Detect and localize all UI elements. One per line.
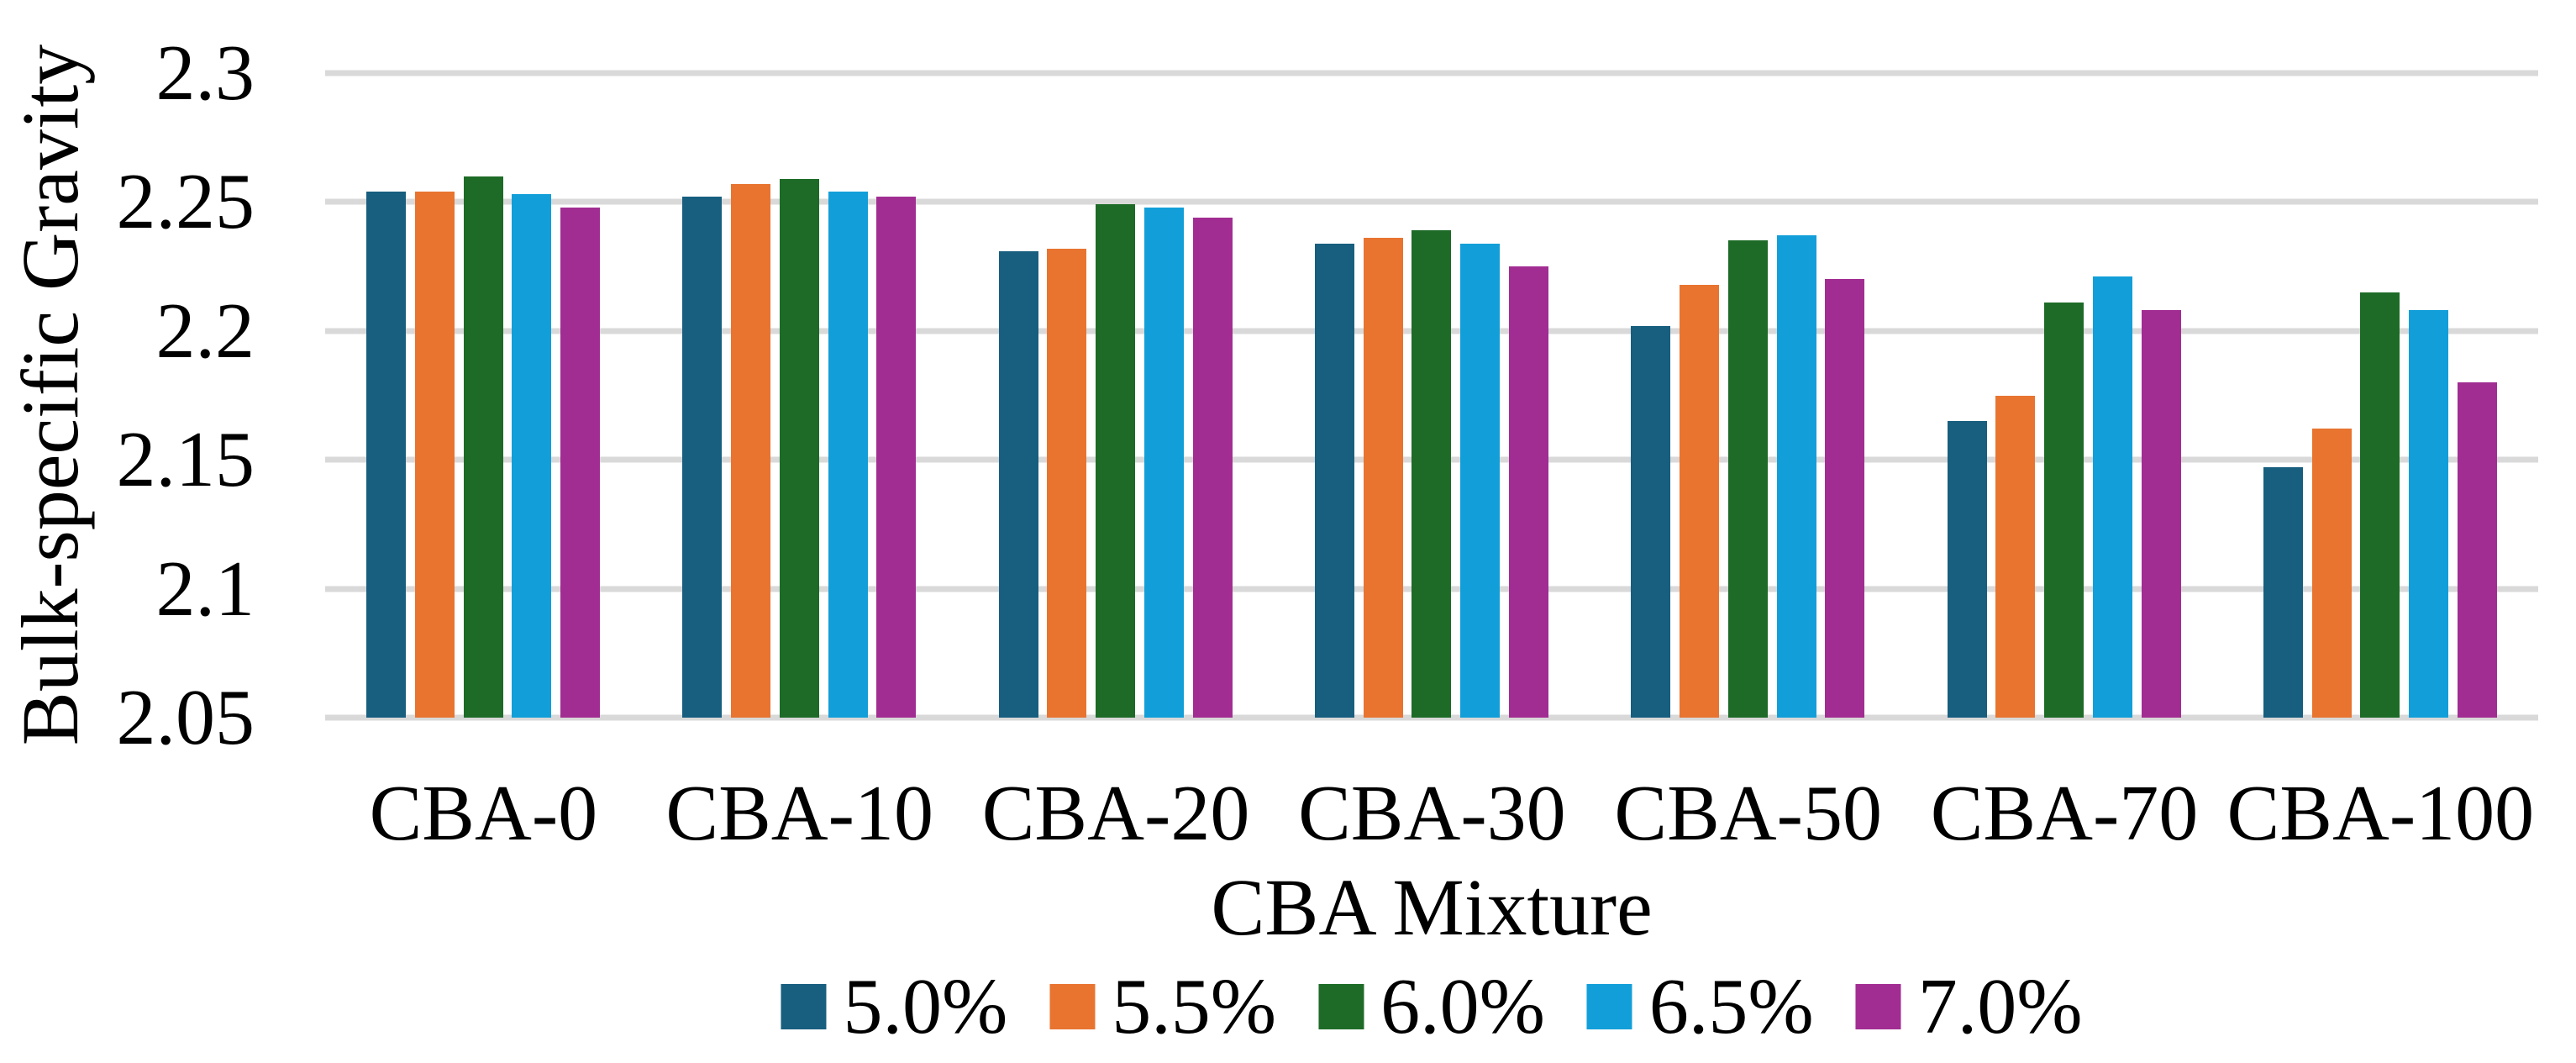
gridline-2.25 xyxy=(325,198,2538,205)
bar-CBA-20-5.5% xyxy=(1047,248,1087,718)
bar-group-CBA-100 xyxy=(2263,292,2497,718)
bar-CBA-70-6.5% xyxy=(2092,276,2132,718)
gridline-2.3 xyxy=(325,70,2538,76)
x-tick-label-CBA-10: CBA-10 xyxy=(665,770,933,857)
bar-CBA-0-5.5% xyxy=(414,192,455,718)
legend-item-7.0%: 7.0% xyxy=(1855,963,2083,1050)
bar-CBA-10-6.5% xyxy=(828,192,868,718)
bar-CBA-70-5.5% xyxy=(1995,395,2036,718)
x-tick-label-CBA-20: CBA-20 xyxy=(981,770,1250,857)
y-tick-label-2.25: 2.25 xyxy=(116,158,255,246)
bar-CBA-50-6.0% xyxy=(1727,240,1768,718)
bar-CBA-0-6.5% xyxy=(512,194,552,718)
legend-swatch-5.0% xyxy=(781,984,827,1029)
bar-CBA-10-5.0% xyxy=(682,197,723,718)
legend-item-6.5%: 6.5% xyxy=(1586,963,1814,1050)
legend-label-5.0%: 5.0% xyxy=(843,963,1008,1050)
bar-CBA-20-7.0% xyxy=(1192,217,1233,718)
bar-CBA-50-5.0% xyxy=(1631,325,1671,718)
bar-CBA-10-7.0% xyxy=(876,197,917,718)
legend-swatch-6.5% xyxy=(1586,984,1632,1029)
plot-area xyxy=(325,70,2538,721)
bar-CBA-30-6.0% xyxy=(1412,230,1452,718)
bar-CBA-0-5.0% xyxy=(366,192,406,718)
bar-group-CBA-20 xyxy=(998,204,1233,718)
legend-item-5.5%: 5.5% xyxy=(1049,967,1276,1046)
bar-CBA-10-6.0% xyxy=(779,178,819,718)
x-tick-label-CBA-100: CBA-100 xyxy=(2226,770,2535,857)
bar-CBA-30-6.5% xyxy=(1460,243,1501,718)
legend-label-7.0%: 7.0% xyxy=(1917,963,2083,1050)
bar-CBA-100-6.5% xyxy=(2409,310,2449,718)
bar-CBA-70-6.0% xyxy=(2044,303,2084,718)
gridline-2.05 xyxy=(325,714,2538,721)
bar-CBA-30-7.0% xyxy=(1508,266,1548,718)
bar-CBA-70-7.0% xyxy=(2141,310,2181,718)
legend: 5.0% 5.5% 6.0% 6.5% 7.0% xyxy=(781,963,2083,1050)
bar-group-CBA-70 xyxy=(1947,276,2181,718)
legend-label-6.5%: 6.5% xyxy=(1648,963,1814,1050)
bar-group-CBA-50 xyxy=(1631,235,1865,718)
bar-CBA-70-5.0% xyxy=(1947,421,1987,718)
y-tick-label-2.2: 2.2 xyxy=(155,287,255,375)
legend-label-5.5%: 5.5% xyxy=(1112,963,1277,1050)
legend-item-5.0%: 5.0% xyxy=(781,967,1007,1046)
bar-CBA-100-5.0% xyxy=(2263,467,2303,718)
legend-swatch-6.0% xyxy=(1318,984,1364,1029)
x-tick-label-CBA-50: CBA-50 xyxy=(1614,770,1882,857)
y-tick-label-2.3: 2.3 xyxy=(155,29,255,117)
y-tick-label-2.1: 2.1 xyxy=(155,545,255,633)
legend-swatch-5.5% xyxy=(1049,984,1096,1029)
bar-group-CBA-30 xyxy=(1314,230,1548,718)
legend-swatch-7.0% xyxy=(1855,984,1901,1029)
x-tick-label-CBA-0: CBA-0 xyxy=(369,770,598,857)
y-axis-title: Bulk-specific Gravity xyxy=(5,44,95,746)
bar-group-CBA-0 xyxy=(366,176,600,718)
bar-CBA-20-6.5% xyxy=(1143,207,1184,718)
bar-CBA-100-6.0% xyxy=(2360,292,2400,718)
bar-CBA-10-5.5% xyxy=(731,183,771,718)
bar-CBA-20-5.0% xyxy=(998,250,1038,718)
x-axis-title: CBA Mixture xyxy=(1211,862,1653,952)
bar-CBA-0-6.0% xyxy=(463,176,503,718)
legend-item-6.0%: 6.0% xyxy=(1318,967,1545,1046)
legend-label-6.0%: 6.0% xyxy=(1380,963,1545,1050)
bar-CBA-100-7.0% xyxy=(2457,382,2497,718)
bar-CBA-0-7.0% xyxy=(560,207,600,718)
y-tick-label-2.05: 2.05 xyxy=(116,674,255,761)
bar-CBA-20-6.0% xyxy=(1096,204,1136,718)
bar-group-CBA-10 xyxy=(682,178,917,718)
bar-CBA-30-5.0% xyxy=(1314,243,1354,718)
bar-CBA-100-5.5% xyxy=(2311,429,2352,718)
y-tick-label-2.15: 2.15 xyxy=(116,416,255,504)
x-tick-label-CBA-70: CBA-70 xyxy=(1930,770,2199,857)
x-tick-label-CBA-30: CBA-30 xyxy=(1298,770,1566,857)
bar-CBA-50-6.5% xyxy=(1776,235,1816,718)
bar-CBA-50-7.0% xyxy=(1825,279,1865,718)
bar-CBA-30-5.5% xyxy=(1363,238,1403,718)
bar-CBA-50-5.5% xyxy=(1680,284,1720,718)
